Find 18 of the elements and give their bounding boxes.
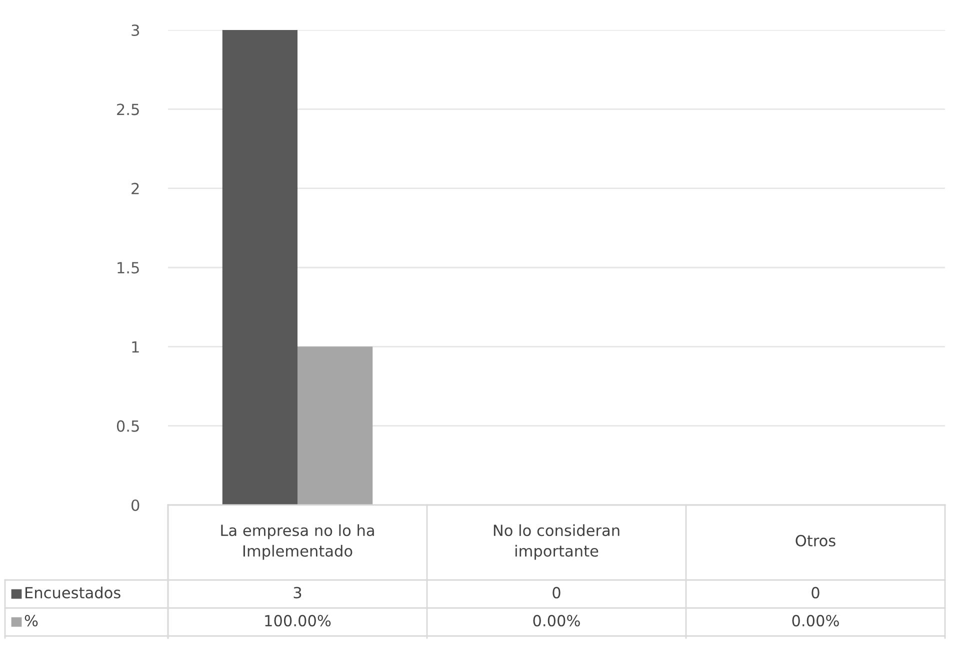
x-tick-label: No lo consideran importante — [494, 524, 620, 560]
y-tick-label: 0.5 — [116, 420, 139, 432]
data-label: 3 — [294, 586, 302, 598]
data-label: 0.00% — [792, 614, 839, 626]
x-tick-label: La empresa no lo ha Implementado — [221, 524, 374, 560]
x-tick-label: Otros — [796, 534, 836, 546]
data-label: 0.00% — [533, 614, 580, 626]
y-tick-label: 3 — [132, 24, 139, 36]
y-tick-label: 1.5 — [118, 262, 139, 274]
y-tick-label: 2 — [132, 182, 139, 194]
y-tick-label: 1 — [132, 341, 139, 352]
legend-label: % — [24, 614, 38, 626]
y-tick-label: 0 — [132, 499, 140, 512]
y-tick-label: 2.5 — [117, 104, 139, 116]
data-label: 0 — [552, 586, 560, 598]
data-label: 100.00% — [265, 614, 331, 626]
legend-label: Encuestados — [26, 586, 120, 598]
data-label: 0 — [812, 586, 820, 598]
